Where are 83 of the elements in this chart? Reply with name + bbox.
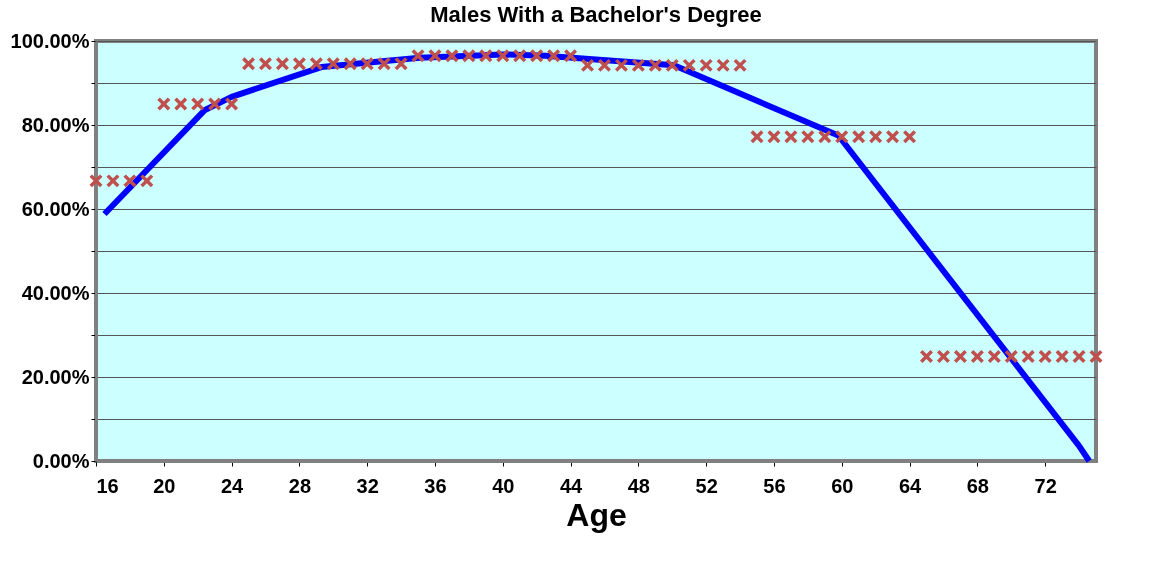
- point: [919, 349, 934, 364]
- point: [1089, 349, 1103, 364]
- x-axis-title: Age: [566, 496, 627, 533]
- point: [1038, 349, 1053, 364]
- x-tick-label: 48: [627, 474, 650, 497]
- point: [512, 48, 527, 63]
- point: [105, 173, 120, 188]
- point: [953, 349, 968, 364]
- point: [427, 48, 442, 63]
- point: [699, 58, 714, 73]
- point: [156, 97, 171, 111]
- x-tick-label: 36: [424, 474, 447, 497]
- point: [851, 129, 866, 144]
- point: [122, 173, 137, 188]
- point: [478, 48, 493, 63]
- point: [343, 56, 358, 71]
- point: [241, 56, 256, 71]
- point: [665, 58, 680, 73]
- x-tick-label: 60: [831, 474, 854, 497]
- point: [173, 97, 188, 111]
- point: [563, 48, 578, 63]
- point: [529, 48, 544, 63]
- x-tick-label: 16: [96, 474, 119, 497]
- point: [411, 48, 426, 63]
- x-tick-label: 28: [288, 474, 312, 497]
- x-tick-label: 32: [356, 474, 379, 497]
- x-tick-label: 72: [1034, 474, 1057, 497]
- x-tick-label: 24: [220, 474, 245, 497]
- x-tick-label: 56: [763, 474, 786, 497]
- point: [817, 129, 832, 144]
- point: [580, 58, 595, 73]
- x-tick-label: 44: [559, 474, 584, 497]
- point: [970, 349, 985, 364]
- point: [648, 58, 663, 73]
- x-tick-label: 64: [898, 474, 923, 497]
- point: [987, 349, 1002, 364]
- point: [750, 129, 765, 144]
- point: [614, 58, 629, 73]
- point: [275, 56, 290, 71]
- point: [716, 58, 731, 73]
- x-tick-label: 40: [492, 474, 515, 497]
- y-tick-label: 40.00%: [21, 281, 90, 304]
- point: [309, 56, 324, 71]
- point: [1072, 349, 1087, 364]
- y-tick-label: 80.00%: [21, 113, 90, 136]
- y-tick-label: 100.00%: [10, 29, 90, 52]
- point: [868, 129, 883, 144]
- x-tick-label: 68: [966, 474, 989, 497]
- point: [461, 48, 476, 63]
- point: [89, 173, 103, 188]
- point: [800, 129, 815, 144]
- point: [258, 56, 273, 71]
- point: [1055, 349, 1070, 364]
- y-tick-label: 20.00%: [21, 365, 90, 388]
- point: [936, 349, 951, 364]
- point: [682, 58, 697, 73]
- point: [597, 58, 612, 73]
- point: [1004, 349, 1019, 364]
- y-tick-label: 0.00%: [32, 449, 90, 472]
- point: [360, 56, 375, 71]
- point: [546, 48, 561, 63]
- point: [394, 56, 409, 71]
- x-tick-label: 52: [695, 474, 718, 497]
- point: [326, 56, 341, 71]
- point: [783, 129, 798, 144]
- point: [224, 97, 239, 111]
- point: [1021, 349, 1036, 364]
- point: [834, 129, 849, 144]
- point: [207, 97, 222, 111]
- point: [631, 58, 646, 73]
- point: [885, 129, 900, 144]
- point: [444, 48, 459, 63]
- y-tick-label: 60.00%: [21, 197, 90, 220]
- point: [377, 56, 392, 71]
- point: [902, 129, 917, 144]
- point: [766, 129, 781, 144]
- x-tick-label: 20: [153, 474, 176, 497]
- point: [139, 173, 154, 188]
- point: [190, 97, 205, 111]
- point: [733, 58, 748, 73]
- point: [495, 48, 510, 63]
- chart-title: Males With a Bachelor's Degree: [430, 2, 762, 27]
- point: [292, 56, 307, 71]
